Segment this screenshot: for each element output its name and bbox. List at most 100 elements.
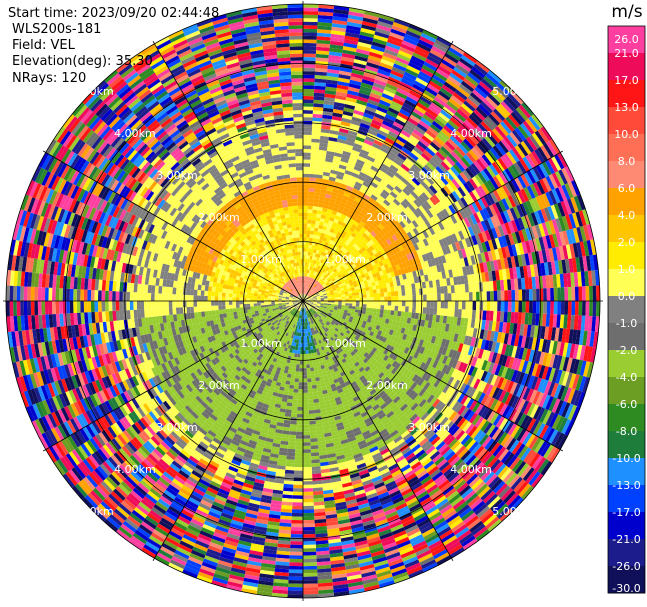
velocity-gate bbox=[393, 94, 406, 103]
velocity-gate bbox=[310, 367, 315, 372]
velocity-gate bbox=[374, 210, 382, 217]
velocity-gate bbox=[400, 78, 414, 87]
velocity-gate bbox=[307, 209, 313, 214]
velocity-gate bbox=[383, 240, 390, 248]
velocity-gate bbox=[379, 62, 393, 70]
velocity-gate bbox=[309, 273, 312, 278]
velocity-gate bbox=[410, 201, 419, 210]
velocity-gate bbox=[439, 175, 449, 186]
velocity-gate bbox=[543, 288, 547, 301]
velocity-gate bbox=[318, 279, 322, 283]
velocity-gate bbox=[436, 36, 452, 47]
velocity-gate bbox=[314, 184, 322, 190]
velocity-gate bbox=[360, 226, 367, 233]
velocity-gate bbox=[341, 154, 350, 160]
velocity-gate bbox=[359, 270, 365, 276]
velocity-gate bbox=[412, 209, 421, 218]
velocity-gate bbox=[366, 301, 371, 305]
velocity-gate bbox=[347, 86, 360, 93]
velocity-gate bbox=[316, 39, 331, 45]
velocity-gate bbox=[305, 283, 307, 288]
velocity-gate bbox=[531, 150, 542, 165]
velocity-gate bbox=[340, 251, 346, 257]
velocity-gate bbox=[328, 58, 342, 64]
velocity-gate bbox=[401, 146, 412, 156]
velocity-gate bbox=[303, 134, 312, 139]
velocity-gate bbox=[469, 191, 478, 202]
velocity-gate bbox=[421, 64, 436, 75]
velocity-gate bbox=[333, 274, 338, 279]
velocity-gate bbox=[312, 113, 323, 119]
velocity-gate bbox=[514, 177, 524, 191]
velocity-gate bbox=[340, 246, 346, 252]
velocity-gate bbox=[307, 251, 311, 256]
velocity-gate bbox=[329, 228, 335, 234]
velocity-gate bbox=[326, 147, 336, 153]
velocity-gate bbox=[462, 207, 470, 218]
velocity-gate bbox=[439, 87, 453, 98]
velocity-gate bbox=[330, 37, 345, 43]
velocity-gate bbox=[304, 336, 308, 340]
velocity-gate bbox=[454, 292, 459, 301]
velocity-gate bbox=[330, 236, 336, 242]
velocity-gate bbox=[367, 129, 378, 137]
velocity-gate bbox=[376, 216, 384, 224]
velocity-gate bbox=[306, 374, 312, 379]
velocity-gate bbox=[387, 222, 394, 230]
velocity-gate bbox=[393, 141, 404, 150]
velocity-gate bbox=[314, 224, 320, 229]
velocity-gate bbox=[490, 291, 494, 301]
velocity-gate bbox=[402, 102, 415, 112]
velocity-gate bbox=[350, 256, 356, 261]
velocity-gate bbox=[315, 177, 323, 183]
velocity-gate bbox=[309, 166, 318, 171]
velocity-gate bbox=[414, 217, 422, 226]
velocity-gate bbox=[520, 173, 530, 188]
velocity-gate bbox=[325, 288, 329, 291]
velocity-gate bbox=[361, 20, 378, 28]
velocity-gate bbox=[479, 140, 490, 152]
velocity-gate bbox=[347, 229, 353, 236]
velocity-gate bbox=[307, 385, 313, 390]
velocity-gate bbox=[418, 223, 426, 233]
velocity-gate bbox=[354, 162, 364, 169]
velocity-gate bbox=[391, 25, 407, 34]
velocity-gate bbox=[323, 222, 329, 228]
velocity-gate bbox=[362, 291, 367, 295]
velocity-gate bbox=[303, 46, 317, 51]
velocity-gate bbox=[310, 370, 315, 375]
velocity-gate bbox=[333, 268, 338, 273]
velocity-gate bbox=[394, 60, 408, 69]
velocity-gate bbox=[412, 289, 416, 296]
velocity-gate bbox=[307, 255, 311, 260]
velocity-gate bbox=[361, 218, 368, 225]
velocity-gate bbox=[322, 107, 334, 113]
velocity-gate bbox=[534, 148, 545, 164]
velocity-gate bbox=[375, 198, 384, 205]
velocity-gate bbox=[458, 301, 463, 310]
velocity-gate bbox=[446, 100, 459, 112]
velocity-gate bbox=[340, 183, 348, 189]
velocity-gate bbox=[303, 230, 307, 234]
velocity-gate bbox=[443, 185, 452, 195]
velocity-gate bbox=[303, 279, 306, 284]
velocity-gate bbox=[309, 259, 312, 263]
velocity-gate bbox=[330, 169, 338, 175]
velocity-gate bbox=[497, 290, 502, 301]
velocity-gate bbox=[312, 391, 318, 396]
velocity-gate bbox=[478, 103, 491, 116]
velocity-gate bbox=[475, 125, 487, 138]
velocity-gate bbox=[304, 283, 306, 288]
velocity-gate bbox=[500, 138, 512, 152]
velocity-gate bbox=[366, 155, 376, 163]
velocity-gate bbox=[310, 145, 320, 150]
velocity-gate bbox=[306, 292, 310, 296]
velocity-gate bbox=[440, 145, 451, 156]
velocity-gate bbox=[362, 304, 367, 308]
velocity-gate bbox=[360, 209, 368, 216]
velocity-gate bbox=[337, 80, 350, 87]
velocity-gate bbox=[313, 249, 317, 254]
velocity-gate bbox=[303, 11, 319, 15]
velocity-gate bbox=[303, 42, 317, 47]
velocity-gate bbox=[346, 137, 356, 143]
